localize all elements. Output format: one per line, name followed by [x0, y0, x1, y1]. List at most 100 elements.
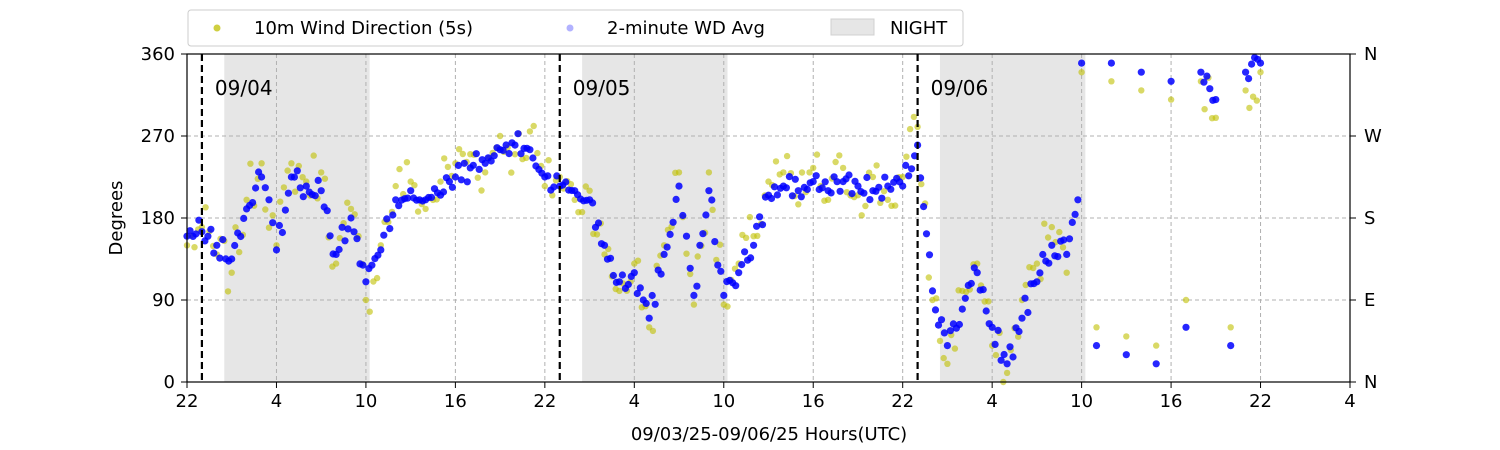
wd5s-fill-point [880, 188, 888, 195]
wd5s-fill-point [936, 337, 944, 345]
wd5s-fill-point [403, 159, 411, 166]
grid-lines [187, 54, 1350, 382]
wd2min-point [526, 146, 534, 154]
wd2min-point [1227, 342, 1235, 350]
x-axis-ticks: 22 4 10 16 22 4 10 16 22 4 10 16 22 4 [176, 382, 1356, 412]
wd5s-fill-point [903, 153, 910, 160]
wd5s-point [795, 201, 802, 208]
wd2min-fill-point [448, 183, 456, 191]
wd2min-fill-point [210, 249, 218, 257]
y-tick-label: 90 [152, 290, 175, 311]
wd5s-fill-point [716, 241, 724, 248]
wd5s-point [839, 164, 847, 172]
wd2min-fill-point [714, 261, 722, 269]
wd2min-fill-point [982, 307, 990, 315]
wd2min-fill-point [708, 196, 716, 204]
night-shading [224, 54, 1086, 382]
wd2min-point [1074, 196, 1082, 204]
wd2min-fill-point [1036, 269, 1044, 277]
wd2min-fill-point [192, 230, 200, 238]
wd5s-point [869, 173, 877, 181]
x-tick-label: 22 [176, 391, 199, 412]
wd5s-fill-point [683, 250, 690, 257]
legend-marker-avg [566, 24, 574, 32]
wd2min-fill-point [866, 196, 874, 204]
wd2min-fill-point [439, 188, 448, 196]
x-tick-label: 4 [1344, 391, 1355, 412]
wd5s-fill-point [411, 182, 418, 189]
wd2min-fill-point [284, 189, 292, 197]
wd2min-fill-point [261, 184, 269, 192]
wd2min-fill-point [818, 184, 826, 192]
wd2min-fill-point [1068, 218, 1076, 226]
x-tick-label: 22 [891, 391, 914, 412]
wd2min-fill-point [589, 199, 597, 207]
wd2min-fill-point [427, 193, 436, 201]
wd2min-fill-point [445, 178, 453, 186]
wd2min-point [1018, 314, 1026, 322]
y-axis-ticks: 0 90 180 270 360 [141, 44, 187, 393]
wd2min-point [362, 278, 370, 286]
wd5s-fill-point [1044, 234, 1052, 241]
wd2min-fill-point [1065, 235, 1074, 243]
wd2min-fill-point [773, 191, 782, 199]
wd5s-fill-point [1059, 244, 1067, 251]
y2-tick-label: S [1364, 208, 1375, 229]
wd5s-point [705, 169, 713, 176]
wd2min-fill-point [636, 284, 644, 292]
wd5s-point [780, 169, 787, 176]
wd2min-point [943, 342, 952, 350]
wd2min-fill-point [544, 172, 552, 180]
wd2min-fill-point [1071, 210, 1079, 218]
wd2min-fill-point [934, 321, 943, 329]
wd2min-fill-point [231, 241, 239, 250]
wd2min-fill-point [618, 271, 627, 279]
wd2min-fill-point [753, 222, 761, 230]
wd2min-point [1122, 351, 1130, 359]
wd2min-point [377, 246, 385, 254]
wd2min-fill-point [679, 211, 687, 220]
wd5s-point [1033, 260, 1041, 267]
wd2min-point [258, 173, 266, 181]
wd2min-fill-point [240, 214, 248, 222]
wd2min-fill-point [380, 231, 388, 239]
wd2min-fill-point [514, 130, 522, 138]
wd2min-fill-point [624, 280, 632, 289]
wd5s-fill-point [649, 327, 657, 335]
wd2min-fill-point [269, 219, 277, 227]
wd2min-point [1003, 360, 1011, 368]
wd2min-point [794, 187, 802, 195]
wd5s-fill-point [299, 174, 306, 181]
wd5s-point [1003, 369, 1011, 377]
wd5s-fill-point [940, 354, 947, 362]
wd5s-fill-point [985, 298, 992, 305]
wd2min-point [973, 269, 981, 277]
wd2min-point [1197, 68, 1205, 76]
wd2min-fill-point [275, 221, 283, 230]
wd2min-fill-point [946, 327, 955, 335]
wd2min-point [302, 182, 310, 190]
wd5s-point [944, 360, 951, 367]
wd2min-fill-point [1009, 353, 1017, 361]
wd5s-point [1212, 114, 1220, 122]
wd2min-fill-point [460, 159, 468, 167]
wd5s-point [1257, 69, 1264, 76]
wd2min-point [1256, 59, 1265, 67]
wd5s-fill-point [582, 183, 589, 190]
wd2min-fill-point [1203, 72, 1211, 80]
wd2min-fill-point [887, 185, 895, 193]
wd2min-fill-point [797, 193, 805, 201]
wd2min-fill-point [502, 141, 510, 149]
wd5s-fill-point [366, 308, 373, 315]
wd2min-fill-point [702, 211, 710, 219]
x-tick-label: 22 [1249, 391, 1272, 412]
wd5s-point [511, 151, 519, 158]
wd2min-fill-point [311, 192, 319, 200]
wd2min-fill-point [717, 267, 725, 275]
y2-tick-label: E [1364, 290, 1375, 311]
wd2min-fill-point [925, 251, 934, 259]
wd2min-point [988, 323, 996, 331]
wd5s-fill-point [933, 295, 940, 302]
wd2min-fill-point [967, 279, 975, 288]
wd2min-fill-point [994, 326, 1002, 334]
